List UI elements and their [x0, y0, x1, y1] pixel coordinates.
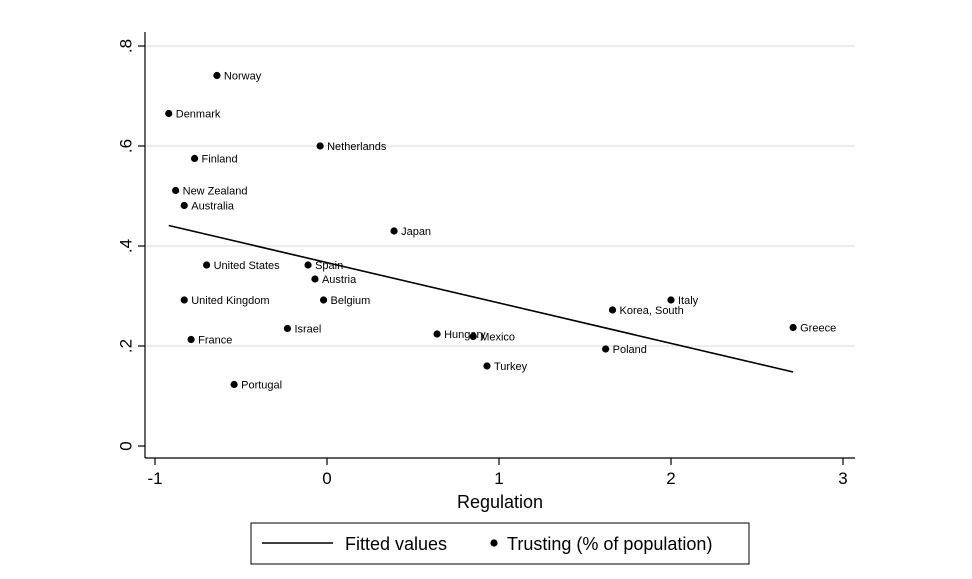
data-point	[667, 296, 675, 304]
point-label: Turkey	[494, 361, 528, 373]
point-label: Netherlands	[327, 141, 387, 153]
y-tick-label: .2	[116, 339, 135, 353]
data-point	[172, 186, 180, 195]
point-label: Poland	[613, 344, 647, 356]
x-tick-label: 2	[666, 469, 675, 488]
data-point	[469, 332, 477, 341]
x-tick-label: 1	[494, 469, 503, 488]
point-label: Portugal	[241, 380, 282, 392]
point-label: Australia	[191, 201, 235, 213]
legend-box	[250, 522, 750, 565]
data-point	[311, 275, 319, 283]
point-label: Austria	[322, 274, 357, 286]
x-ticks: -1 0 1 2 3	[147, 458, 848, 488]
point-label: Italy	[678, 295, 699, 307]
y-tick-label: .6	[116, 139, 135, 153]
y-ticks: 0 .2 .4 .6 .8	[116, 39, 145, 451]
point-label: Israel	[294, 324, 321, 336]
point-label: Norway	[224, 71, 262, 83]
point-label: Japan	[401, 226, 431, 238]
gridlines	[146, 45, 855, 347]
x-tick-label: 3	[838, 469, 847, 488]
data-point	[319, 296, 328, 304]
point-label: Belgium	[331, 295, 371, 307]
fitted-line-group	[168, 224, 794, 373]
data-point	[483, 362, 491, 370]
data-point	[602, 345, 610, 353]
x-tick-label: 0	[322, 469, 331, 488]
legend-dot-swatch	[490, 539, 498, 547]
data-point	[304, 261, 312, 269]
y-tick-label: .4	[116, 239, 135, 253]
point-label: Denmark	[176, 109, 221, 121]
data-point	[187, 335, 195, 344]
x-axis-title: Regulation	[457, 492, 543, 512]
y-tick-label: .8	[116, 39, 135, 53]
data-point	[390, 227, 398, 235]
y-tick-label: 0	[116, 441, 135, 450]
point-label: France	[198, 335, 232, 347]
data-point	[190, 154, 199, 163]
point-label: Greece	[800, 323, 836, 335]
data-point	[608, 306, 617, 314]
legend-label-trusting: Trusting (% of population)	[507, 534, 712, 554]
data-point	[433, 330, 441, 338]
point-label: New Zealand	[183, 186, 248, 198]
point-label: United Kingdom	[191, 295, 269, 307]
data-point	[316, 142, 324, 150]
point-label: Mexico	[480, 332, 515, 344]
fitted-values-line	[168, 224, 794, 373]
data-point	[180, 296, 188, 304]
data-point	[180, 201, 188, 210]
point-label: Korea, South	[620, 305, 684, 317]
data-point	[789, 323, 797, 332]
point-label: Finland	[202, 154, 238, 166]
x-tick-label: -1	[147, 469, 162, 488]
data-point	[165, 109, 173, 118]
scatter-points: Norway Denmark Netherlands Finland New Zeala…	[165, 71, 836, 392]
data-point	[213, 71, 221, 80]
legend-label-fitted: Fitted values	[345, 534, 447, 554]
data-point	[203, 261, 211, 269]
data-point	[230, 380, 238, 389]
point-label: United States	[214, 260, 281, 272]
legend: Fitted values Trusting (% of population)	[250, 522, 750, 565]
point-label: Spain	[315, 260, 343, 272]
data-point	[283, 324, 292, 333]
